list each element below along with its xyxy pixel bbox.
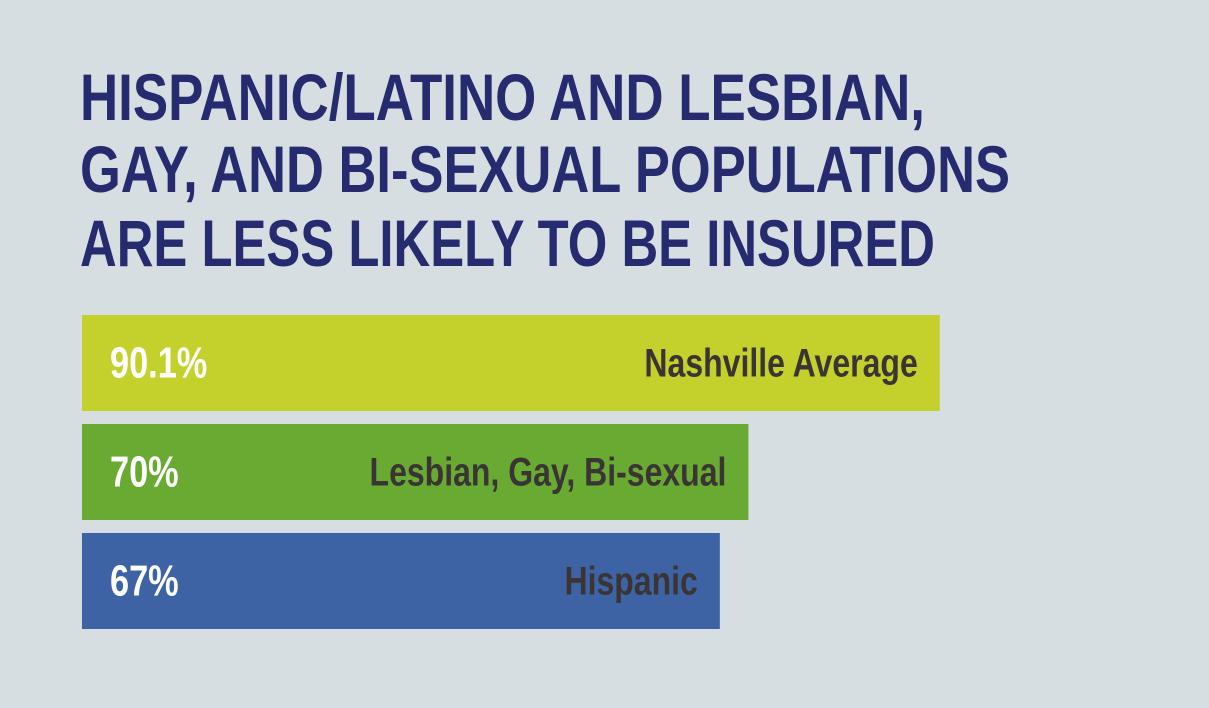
chart-title: GAY, AND BI-SEXUAL POPULATIONS xyxy=(80,132,1010,206)
bar xyxy=(82,315,940,411)
value-label: 70% xyxy=(110,448,179,497)
category-label: Nashville Average xyxy=(644,342,917,386)
value-label: 67% xyxy=(110,557,179,606)
chart-title: ARE LESS LIKELY TO BE INSURED xyxy=(80,206,935,280)
value-label: 90.1% xyxy=(110,339,207,388)
chart-title: HISPANIC/LATINO AND LESBIAN, xyxy=(80,60,925,134)
bar xyxy=(82,533,720,629)
bar xyxy=(82,424,749,520)
category-label: Hispanic xyxy=(564,560,697,604)
category-label: Lesbian, Gay, Bi-sexual xyxy=(370,451,727,495)
